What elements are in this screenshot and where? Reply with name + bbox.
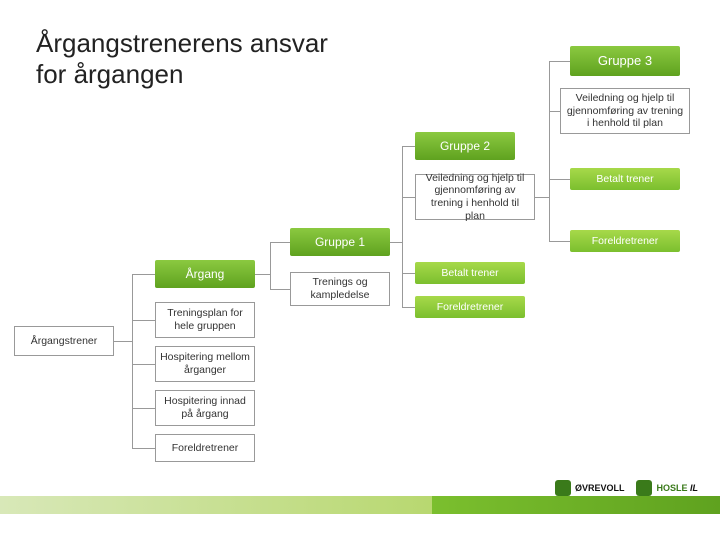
node-label-betalt3: Betalt trener xyxy=(596,173,653,186)
connector-2 xyxy=(132,274,155,275)
node-foreldre3: Foreldretrener xyxy=(570,230,680,252)
node-hosp_innad: Hospitering innad på årgang xyxy=(155,390,255,426)
logo1-text: ØVREVOLL xyxy=(575,483,625,493)
node-gruppe2: Gruppe 2 xyxy=(415,132,515,160)
node-label-argang: Årgang xyxy=(186,267,225,281)
connector-5 xyxy=(132,408,155,409)
node-veiledning2: Veiledning og hjelp til gjennomføring av… xyxy=(415,174,535,220)
connector-0 xyxy=(114,341,132,342)
title-line2: for årgangen xyxy=(36,59,183,89)
shield-icon xyxy=(636,480,652,496)
node-label-foreldre2: Foreldretrener xyxy=(437,301,504,314)
connector-6 xyxy=(132,448,155,449)
node-label-hosp_innad: Hospitering innad på årgang xyxy=(160,395,250,420)
connector-16 xyxy=(402,307,415,308)
node-treningsplan: Treningsplan for hele gruppen xyxy=(155,302,255,338)
connector-1 xyxy=(132,274,133,448)
node-betalt3: Betalt trener xyxy=(570,168,680,190)
node-betalt2: Betalt trener xyxy=(415,262,525,284)
logo-hosle: HOSLE IL xyxy=(636,480,698,496)
node-label-trenings_kamp: Trenings og kampledelse xyxy=(295,276,385,301)
footer-bar xyxy=(0,496,720,514)
connector-8 xyxy=(270,242,271,289)
logo-ovrevoll: ØVREVOLL xyxy=(555,480,625,496)
node-veiledning3: Veiledning og hjelp til gjennomføring av… xyxy=(560,88,690,134)
footer-bar-light xyxy=(0,496,432,514)
node-label-veiledning2: Veiledning og hjelp til gjennomføring av… xyxy=(420,172,530,222)
logo2-text1: HOSLE xyxy=(656,483,687,493)
connector-13 xyxy=(402,146,415,147)
node-label-betalt2: Betalt trener xyxy=(441,267,498,280)
connector-15 xyxy=(402,273,415,274)
footer-bar-dark xyxy=(432,496,720,514)
connector-21 xyxy=(549,179,570,180)
node-label-foreldre3: Foreldretrener xyxy=(592,235,659,248)
connector-19 xyxy=(549,61,570,62)
node-argang: Årgang xyxy=(155,260,255,288)
node-label-gruppe1: Gruppe 1 xyxy=(315,235,365,249)
node-label-foreldretrener_left: Foreldretrener xyxy=(172,442,239,455)
node-label-gruppe3: Gruppe 3 xyxy=(598,53,652,69)
node-foreldre2: Foreldretrener xyxy=(415,296,525,318)
node-label-treningsplan: Treningsplan for hele gruppen xyxy=(160,307,250,332)
title-line1: Årgangstrenerens ansvar xyxy=(36,28,328,58)
node-foreldretrener_left: Foreldretrener xyxy=(155,434,255,462)
footer-logos: ØVREVOLL HOSLE IL xyxy=(555,480,698,496)
connector-3 xyxy=(132,320,155,321)
node-label-argangstrener: Årgangstrener xyxy=(31,335,98,348)
connector-4 xyxy=(132,364,155,365)
node-label-gruppe2: Gruppe 2 xyxy=(440,139,490,153)
node-hosp_mellom: Hospitering mellom årganger xyxy=(155,346,255,382)
connector-14 xyxy=(402,197,415,198)
connector-11 xyxy=(390,242,402,243)
connector-18 xyxy=(549,61,550,241)
connector-10 xyxy=(270,289,290,290)
connector-22 xyxy=(549,241,570,242)
shield-icon xyxy=(555,480,571,496)
connector-12 xyxy=(402,146,403,307)
node-argangstrener: Årgangstrener xyxy=(14,326,114,356)
connector-20 xyxy=(549,111,560,112)
node-label-veiledning3: Veiledning og hjelp til gjennomføring av… xyxy=(565,92,685,130)
connector-9 xyxy=(270,242,290,243)
logo2-text2: IL xyxy=(690,483,698,493)
connector-7 xyxy=(255,274,270,275)
node-gruppe3: Gruppe 3 xyxy=(570,46,680,76)
node-trenings_kamp: Trenings og kampledelse xyxy=(290,272,390,306)
node-gruppe1: Gruppe 1 xyxy=(290,228,390,256)
page-title: Årgangstrenerens ansvar for årgangen xyxy=(36,28,328,90)
node-label-hosp_mellom: Hospitering mellom årganger xyxy=(160,351,250,376)
connector-17 xyxy=(535,197,549,198)
